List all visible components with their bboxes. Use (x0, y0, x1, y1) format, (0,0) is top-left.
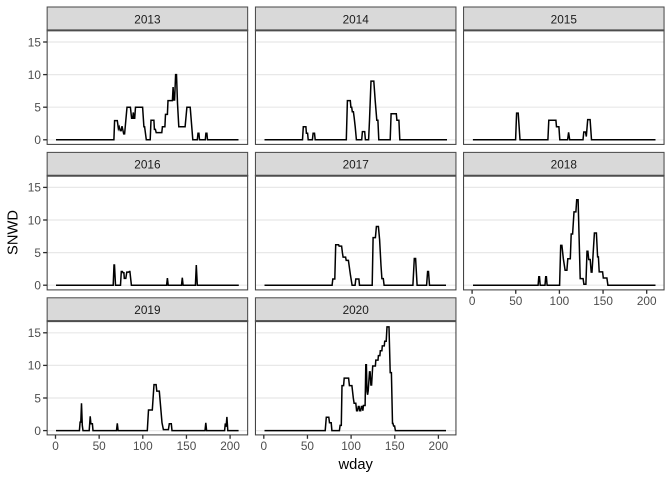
svg-text:50: 50 (509, 294, 523, 308)
svg-text:200: 200 (220, 439, 240, 453)
svg-text:0: 0 (469, 294, 476, 308)
svg-text:150: 150 (593, 294, 613, 308)
svg-text:2013: 2013 (134, 12, 161, 26)
svg-text:15: 15 (28, 35, 42, 49)
svg-text:10: 10 (28, 359, 42, 373)
svg-text:wday: wday (338, 457, 374, 473)
svg-text:0: 0 (34, 278, 41, 292)
svg-text:150: 150 (177, 439, 197, 453)
svg-text:5: 5 (34, 246, 41, 260)
svg-text:0: 0 (261, 439, 268, 453)
svg-text:2020: 2020 (343, 303, 370, 317)
svg-text:0: 0 (52, 439, 59, 453)
svg-text:2017: 2017 (343, 158, 369, 172)
svg-text:2016: 2016 (134, 158, 161, 172)
svg-text:50: 50 (93, 439, 107, 453)
svg-text:10: 10 (28, 213, 42, 227)
svg-text:100: 100 (341, 439, 361, 453)
svg-text:50: 50 (301, 439, 315, 453)
svg-text:100: 100 (550, 294, 570, 308)
svg-text:5: 5 (34, 100, 41, 114)
svg-text:150: 150 (385, 439, 405, 453)
svg-text:2015: 2015 (551, 12, 578, 26)
svg-text:2014: 2014 (343, 12, 370, 26)
svg-text:SNWD: SNWD (5, 210, 21, 255)
svg-text:200: 200 (637, 294, 657, 308)
svg-text:15: 15 (28, 181, 42, 195)
svg-text:10: 10 (28, 68, 42, 82)
svg-text:5: 5 (34, 391, 41, 405)
svg-text:0: 0 (34, 424, 41, 438)
svg-text:2018: 2018 (551, 158, 578, 172)
svg-text:200: 200 (429, 439, 449, 453)
svg-text:15: 15 (28, 326, 42, 340)
svg-text:0: 0 (34, 133, 41, 147)
svg-text:100: 100 (133, 439, 153, 453)
svg-text:2019: 2019 (134, 303, 160, 317)
